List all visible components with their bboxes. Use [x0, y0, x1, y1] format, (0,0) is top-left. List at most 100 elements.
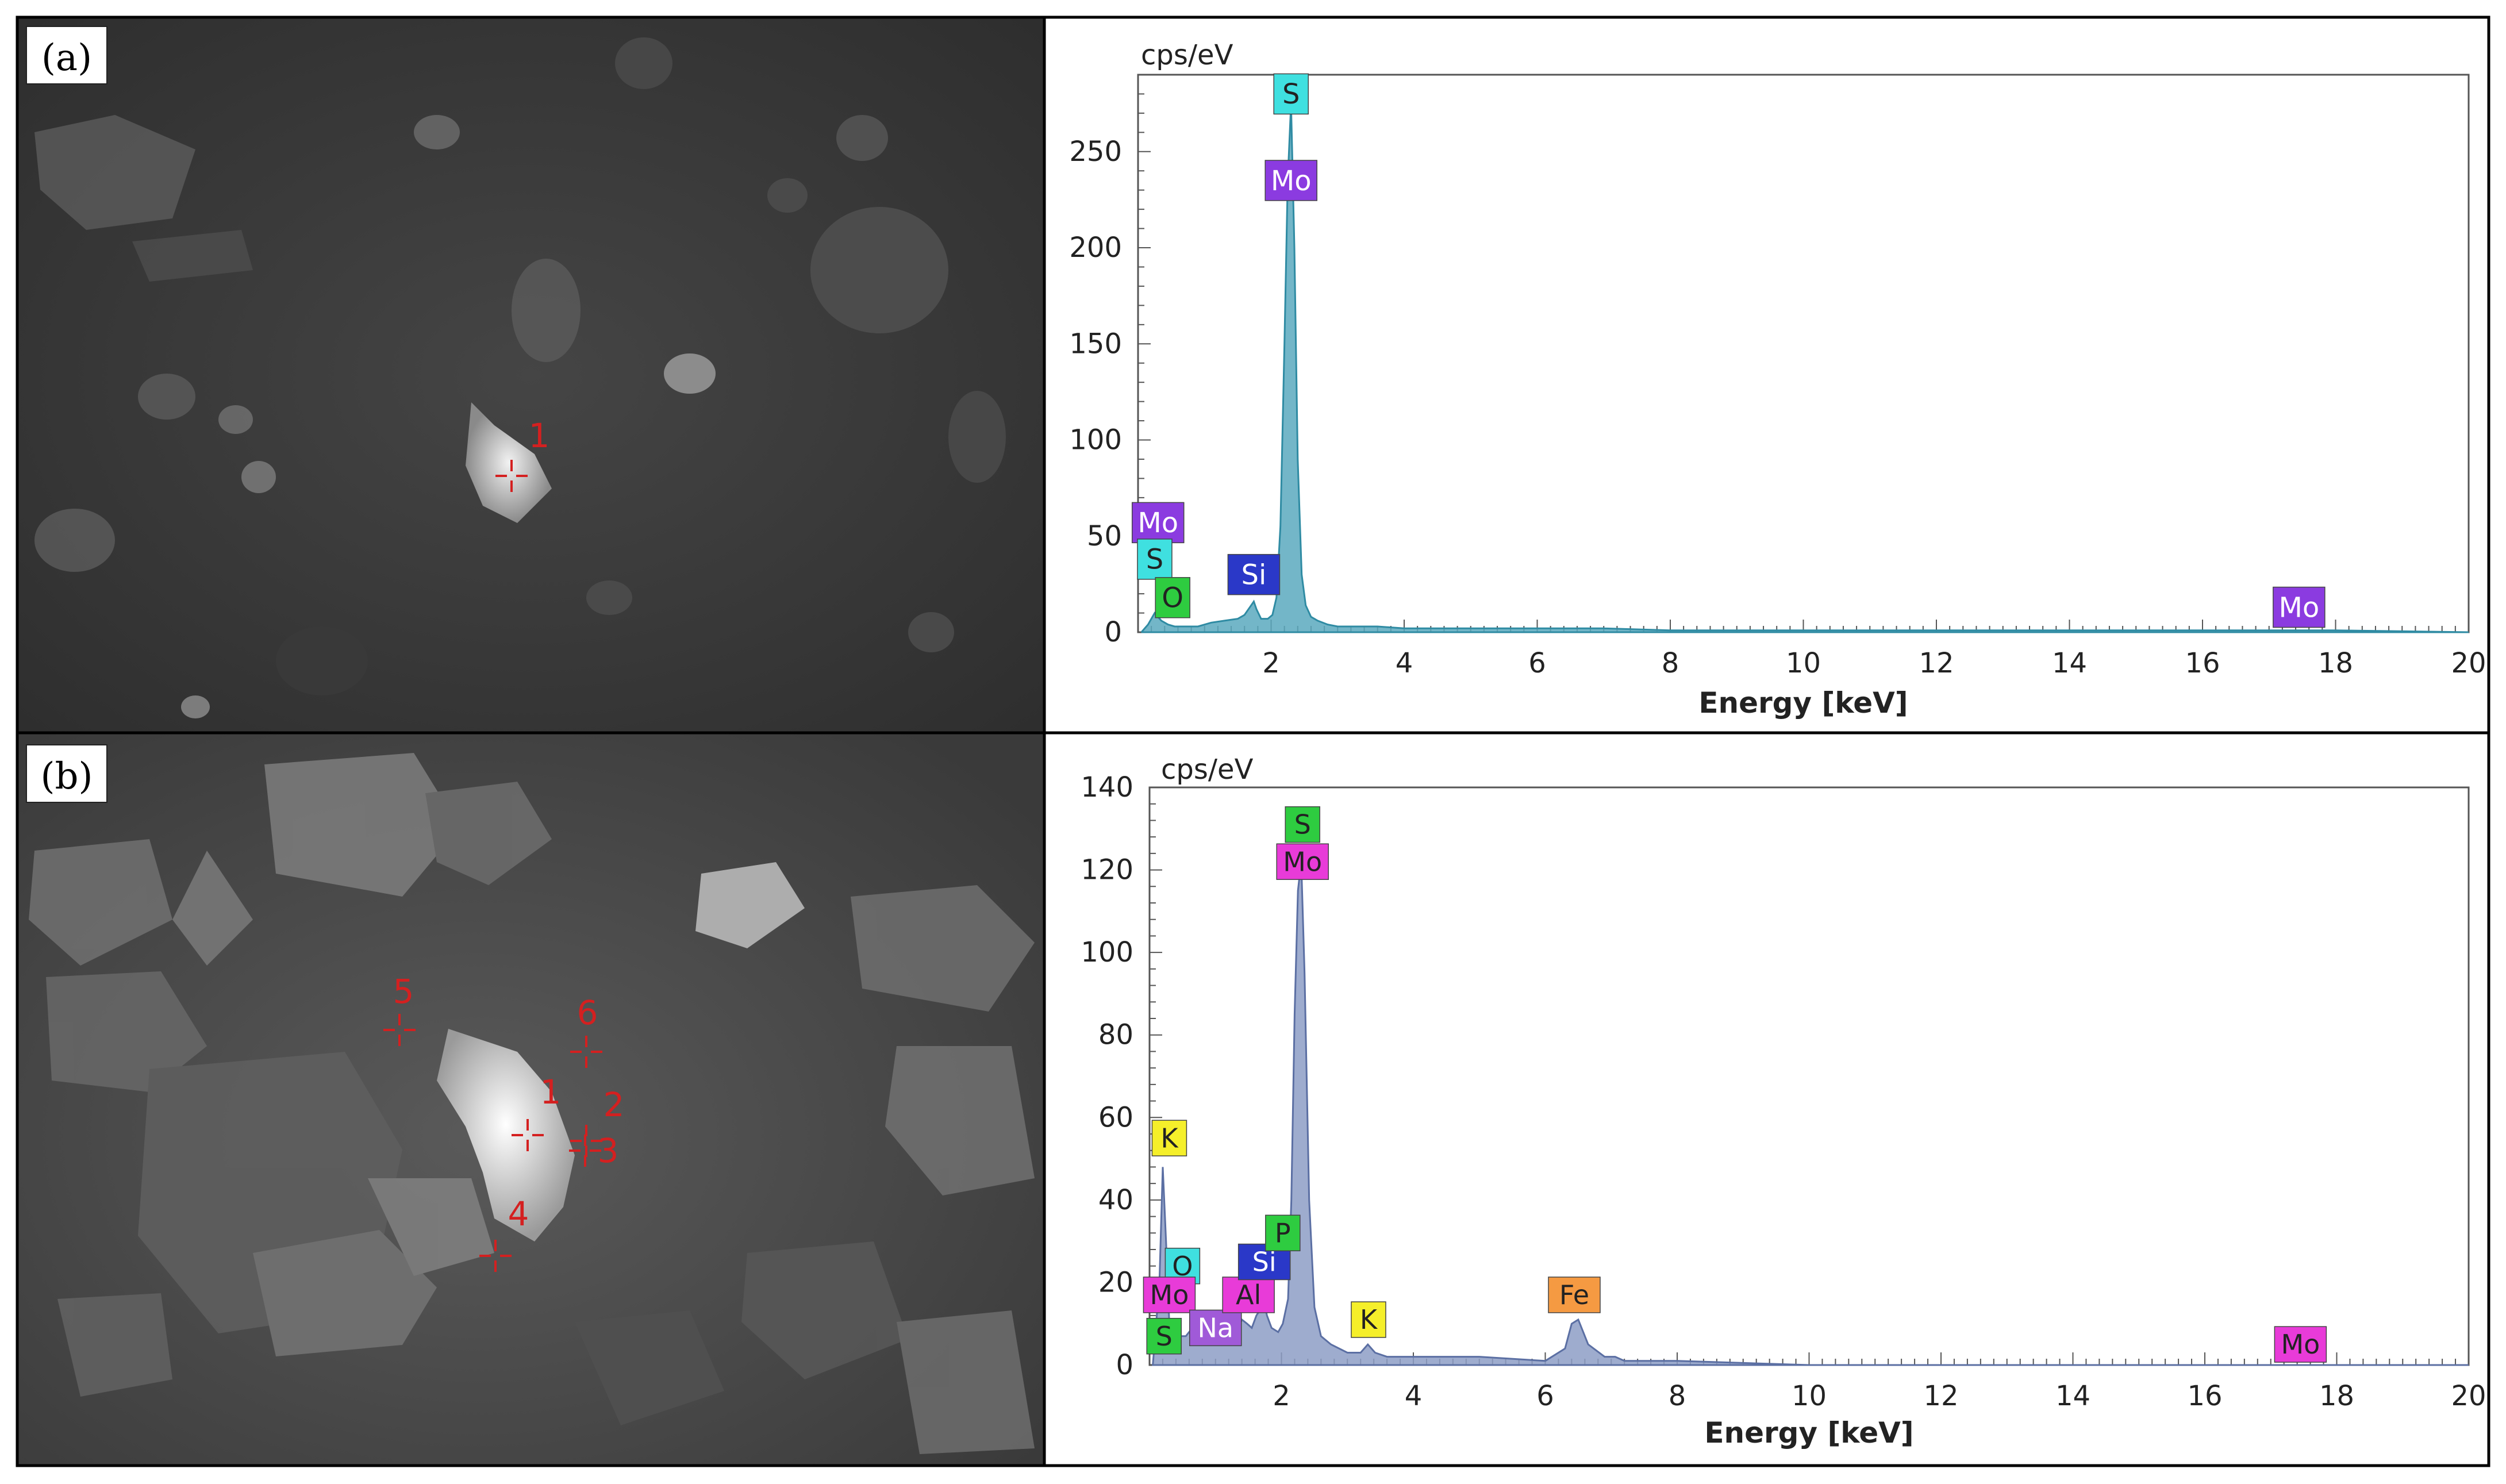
element-label-box	[1276, 843, 1329, 880]
element-label: S	[1146, 1318, 1182, 1355]
point-marker-label: 1	[540, 1072, 562, 1112]
element-label-text: Mo	[1150, 1279, 1189, 1310]
point-marker: 2	[570, 1085, 624, 1157]
y-tick-label: 100	[1069, 424, 1122, 456]
sem-image-b	[17, 733, 1044, 1466]
point-marker-label: 4	[508, 1194, 529, 1233]
markers-a: 1	[495, 416, 549, 492]
x-tick-label: 16	[2185, 647, 2220, 679]
element-label-text: Si	[1252, 1247, 1277, 1278]
y-tick-label: 50	[1087, 520, 1122, 552]
element-label-text: Si	[1241, 559, 1266, 591]
element-label-box	[1143, 1277, 1196, 1313]
element-label-text: O	[1172, 1251, 1193, 1282]
element-label-text: Al	[1236, 1279, 1261, 1310]
point-marker-label: 2	[604, 1085, 625, 1124]
element-label: Mo	[1276, 843, 1329, 880]
element-label-box	[1222, 1277, 1275, 1313]
x-tick-label: 20	[2451, 647, 2486, 679]
element-label-box	[1285, 806, 1320, 843]
element-label-box	[1265, 1214, 1301, 1252]
element-label: Fe	[1548, 1277, 1601, 1313]
element-label: P	[1265, 1214, 1301, 1252]
x-tick-label: 14	[2055, 1380, 2090, 1412]
y-tick-label: 120	[1081, 854, 1133, 886]
sem-grains-b	[29, 753, 1035, 1454]
element-label-text: Mo	[1271, 165, 1312, 197]
element-label-box	[1146, 1318, 1182, 1355]
eds-spectrum-b: 2 4 6 8 10 12 14 16 18 20 0 20 40 60 80 100 120 140 cps/eV…	[1081, 753, 2486, 1450]
element-label: S	[1273, 73, 1309, 115]
element-label-text: K	[1160, 1122, 1179, 1154]
x-axis-label: Energy [keV]	[1704, 1416, 1913, 1450]
x-tick-label: 16	[2187, 1380, 2222, 1412]
point-marker: 4	[479, 1194, 529, 1272]
element-label-text: Mo	[2278, 591, 2319, 624]
x-tick-label: 18	[2318, 647, 2353, 679]
x-tick-label: 6	[1536, 1380, 1554, 1412]
element-label-text: Mo	[2281, 1329, 2320, 1360]
element-label: Si	[1227, 553, 1281, 595]
element-label-text: S	[1294, 809, 1311, 840]
bright-particle-a	[466, 402, 552, 523]
element-label: K	[1151, 1120, 1187, 1156]
element-label-text: S	[1282, 78, 1300, 110]
y-unit-label: cps/eV	[1161, 753, 1254, 786]
x-axis-label: Energy [keV]	[1698, 686, 1908, 720]
y-tick-label: 100	[1081, 936, 1133, 968]
element-label-box	[2273, 586, 2326, 628]
element-label: K	[1351, 1301, 1386, 1338]
element-label-text: Na	[1197, 1312, 1233, 1343]
panel-label-b: (b)	[41, 755, 93, 798]
element-label: Mo	[1131, 502, 1185, 544]
x-tick-label: 12	[1919, 647, 1954, 679]
point-marker-label: 6	[577, 993, 598, 1032]
element-label: Mo	[2274, 1326, 2327, 1363]
element-label-text: K	[1360, 1304, 1378, 1335]
y-tick-label: 40	[1098, 1184, 1133, 1216]
element-label: S	[1137, 539, 1173, 580]
element-label-text: Mo	[1283, 846, 1322, 877]
point-marker: 5	[383, 972, 416, 1046]
y-tick-label: 200	[1069, 232, 1122, 264]
element-label-box	[1264, 160, 1317, 201]
x-tick-label: 10	[1786, 647, 1821, 679]
y-tick-label: 250	[1069, 136, 1122, 168]
bright-particle-b	[437, 1029, 575, 1241]
spectrum-area	[1140, 103, 2469, 633]
element-label-box	[1131, 502, 1185, 544]
y-tick-label: 0	[1104, 616, 1122, 648]
element-label-text: P	[1275, 1217, 1291, 1248]
element-label-box	[1151, 1120, 1187, 1156]
element-label: Al	[1222, 1277, 1275, 1313]
y-tick-label: 140	[1081, 771, 1133, 803]
element-label: Na	[1189, 1309, 1242, 1347]
element-label: Mo	[1143, 1277, 1196, 1313]
element-label-box	[1548, 1277, 1601, 1313]
x-tick-label: 4	[1396, 647, 1413, 679]
y-tick-label: 20	[1098, 1266, 1133, 1298]
x-tick-label: 12	[1923, 1380, 1958, 1412]
y-tick-label: 60	[1098, 1101, 1133, 1133]
point-marker: 6	[570, 993, 602, 1068]
x-tick-label: 4	[1405, 1380, 1423, 1412]
element-label-text: S	[1146, 544, 1163, 576]
element-label: Mo	[2273, 586, 2326, 628]
x-tick-label: 8	[1669, 1380, 1686, 1412]
point-marker: 1	[512, 1072, 561, 1151]
element-label-box	[1227, 553, 1281, 595]
point-marker-label: 5	[393, 972, 414, 1011]
element-label: Mo	[1264, 160, 1317, 201]
element-label-box	[1137, 539, 1173, 580]
markers-b: 1 2 3 4 5 6	[383, 972, 624, 1272]
point-marker-label: 3	[598, 1131, 619, 1170]
point-marker-label: 1	[529, 416, 550, 455]
element-label-box	[1189, 1309, 1242, 1347]
y-tick-label: 0	[1116, 1349, 1133, 1381]
element-label-text: Mo	[1137, 507, 1178, 539]
element-label-box	[2274, 1326, 2327, 1363]
element-label-box	[1155, 577, 1190, 618]
x-tick-label: 6	[1528, 647, 1546, 679]
point-marker: 3	[569, 1131, 618, 1170]
